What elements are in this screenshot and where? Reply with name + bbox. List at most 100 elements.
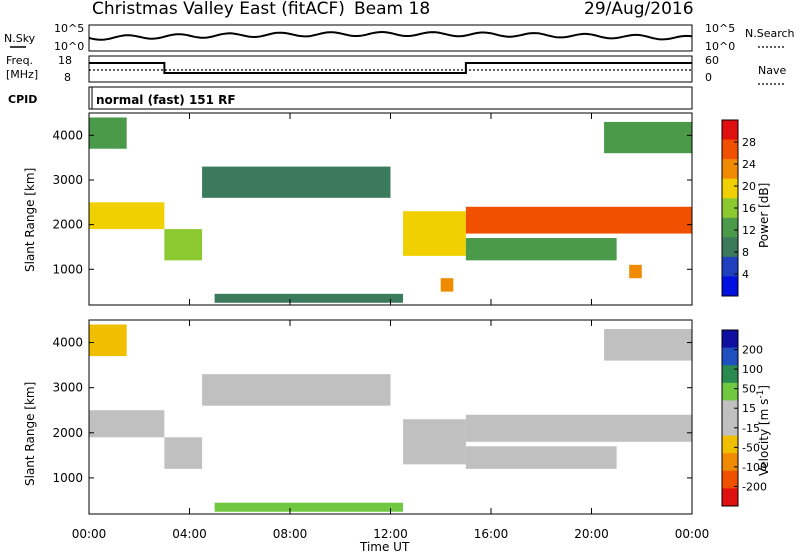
scatter-region [202, 374, 391, 406]
colorbar-segment [722, 139, 738, 160]
xtick-label: 20:00 [574, 527, 609, 541]
power-ylabel: Slant Range [km] [23, 168, 37, 272]
nsearch-label: N.Search [745, 27, 795, 40]
velocity-colorbar-label-main: Velocity [m s [757, 399, 771, 476]
scatter-region [202, 166, 391, 198]
colorbar-tick-label: 8 [742, 246, 749, 259]
scatter-region [629, 264, 642, 279]
nsearch-tick-top: 10^5 [705, 22, 735, 35]
xtick-label: 08:00 [273, 527, 308, 541]
beam-label: Beam 18 [354, 0, 430, 19]
nsky-tick-top: 10^5 [54, 22, 84, 35]
scatter-region [604, 329, 692, 361]
colorbar-segment [722, 217, 738, 238]
scatter-region [403, 419, 466, 465]
colorbar-segment [722, 159, 738, 180]
scatter-region [89, 324, 127, 357]
colorbar-tick-label: 50 [742, 383, 756, 396]
colorbar-tick-label: 100 [742, 363, 763, 376]
colorbar-segment [722, 256, 738, 277]
scatter-region [164, 229, 203, 261]
ytick-label: 3000 [52, 173, 83, 187]
scatter-region [403, 211, 466, 256]
velocity-colorbar-label: Velocity [m s-1] [756, 385, 771, 476]
xtick-label: 00:00 [72, 527, 107, 541]
colorbar-segment [722, 120, 738, 141]
ytick-label: 2000 [52, 426, 83, 440]
freq-label: Freq. [6, 54, 33, 67]
nsky-label: N.Sky [4, 32, 36, 45]
ytick-label: 2000 [52, 218, 83, 232]
colorbar-segment [722, 198, 738, 219]
cpid-panel [88, 86, 693, 110]
colorbar-segment [722, 347, 738, 366]
freq-tick-top: 18 [58, 54, 72, 67]
station-title: Christmas Valley East (fitACF) [92, 0, 345, 19]
colorbar-tick-label: 12 [742, 224, 756, 237]
colorbar-tick-label: -200 [742, 480, 767, 493]
velocity-ylabel: Slant Range [km] [23, 382, 37, 486]
colorbar-tick-label: -15 [742, 422, 760, 435]
nsky-trace [88, 30, 693, 41]
xaxis-label: Time UT [359, 540, 410, 554]
colorbar-segment [722, 276, 738, 297]
xtick-label: 12:00 [373, 527, 408, 541]
scatter-region [164, 437, 203, 469]
scatter-region [465, 206, 692, 234]
colorbar-segment [722, 435, 738, 454]
xtick-label: 04:00 [172, 527, 207, 541]
nave-tick-top: 60 [705, 54, 719, 67]
freq-trace [89, 62, 692, 74]
colorbar-segment [722, 365, 738, 384]
colorbar-segment [722, 330, 738, 349]
colorbar-segment [722, 382, 738, 401]
cpid-value: normal (fast) 151 RF [96, 93, 236, 107]
colorbar-segment [722, 418, 738, 437]
ytick-label: 1000 [52, 262, 83, 276]
colorbar-tick-label: 15 [742, 402, 756, 415]
colorbar-tick-label: -50 [742, 441, 760, 454]
nave-tick-bottom: 0 [705, 71, 712, 84]
colorbar-tick-label: 28 [742, 136, 756, 149]
scatter-region [214, 502, 404, 512]
colorbar-segment [722, 178, 738, 199]
freq-panel [88, 55, 693, 83]
nave-label: Nave [758, 64, 786, 77]
power-colorbar-label: Power [dB] [757, 183, 771, 248]
power-heatmap-panel: 4000 3000 2000 1000 [52, 112, 693, 306]
date-label: 29/Aug/2016 [584, 0, 694, 19]
scatter-region [89, 202, 165, 230]
colorbar-tick-label: -100 [742, 461, 767, 474]
ytick-label: 4000 [52, 336, 83, 350]
colorbar-segment [722, 470, 738, 489]
velocity-colorbar-label-end: ] [757, 385, 771, 390]
cpid-label: CPID [8, 93, 37, 106]
colorbar-tick-label: 200 [742, 344, 763, 357]
colorbar-segment [722, 400, 738, 419]
nsearch-tick-bottom: 10^0 [705, 40, 735, 53]
ytick-label: 4000 [52, 128, 83, 142]
freq-unit-label: [MHz] [6, 68, 38, 81]
colorbar-tick-label: 20 [742, 180, 756, 193]
ytick-label: 3000 [52, 381, 83, 395]
scatter-region [465, 238, 617, 261]
colorbar-frame [721, 329, 739, 507]
scatter-region [440, 278, 454, 292]
colorbar-tick-label: 24 [742, 158, 756, 171]
xtick-label: 16:00 [474, 527, 509, 541]
scatter-region [89, 410, 165, 438]
scatter-region [214, 293, 404, 303]
scatter-region [89, 117, 127, 149]
velocity-heatmap-panel: 4000 3000 2000 1000 00:00 04:00 08:00 12:00 16:0… [52, 319, 709, 541]
velocity-colorbar-label-sup: -1 [756, 390, 766, 399]
nsky-tick-bottom: 10^0 [54, 40, 84, 53]
scatter-region [604, 121, 692, 154]
scatter-region [465, 414, 692, 442]
freq-tick-bottom: 8 [64, 71, 71, 84]
velocity-colorbar: 200 100 50 15 -15 -50 -100 -200 [721, 329, 767, 507]
power-colorbar: 28 24 20 16 12 8 4 [721, 119, 756, 297]
colorbar-segment [722, 237, 738, 258]
colorbar-segment [722, 453, 738, 472]
colorbar-tick-label: 4 [742, 268, 749, 281]
